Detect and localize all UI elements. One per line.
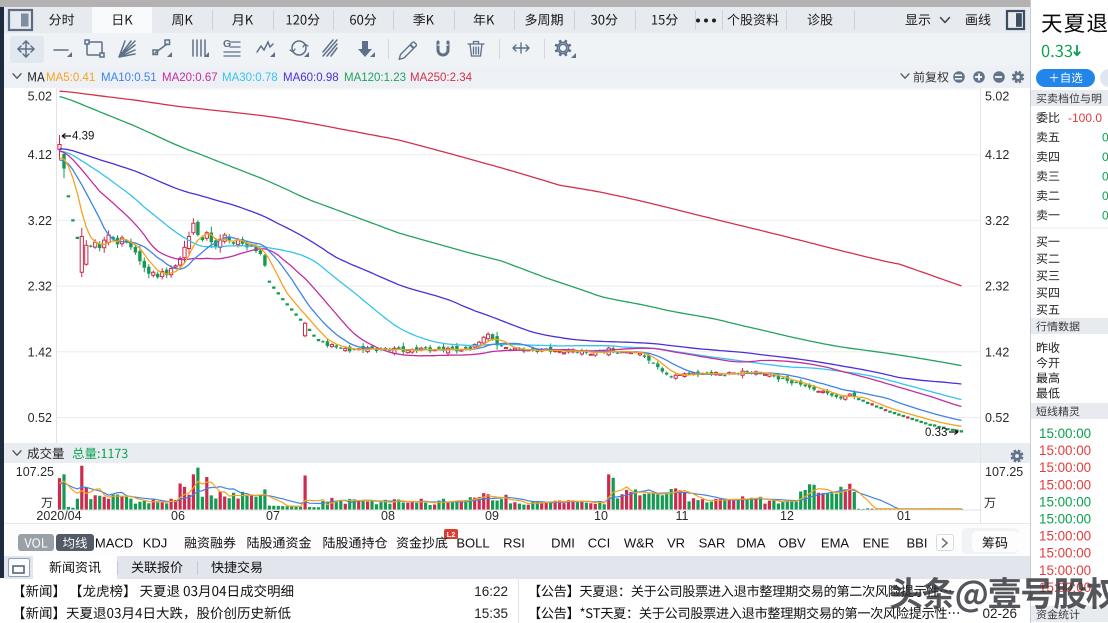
svg-text:EMA: EMA xyxy=(821,536,850,551)
svg-text:12: 12 xyxy=(780,509,794,523)
svg-text:15:00:00: 15:00:00 xyxy=(1039,426,1091,441)
svg-text:L2: L2 xyxy=(447,530,456,539)
svg-text:RSI: RSI xyxy=(503,536,525,551)
svg-text:ENE: ENE xyxy=(863,536,890,551)
svg-text:MA5:0.41: MA5:0.41 xyxy=(46,72,95,84)
svg-text:3.22: 3.22 xyxy=(985,214,1009,228)
svg-text:3.22: 3.22 xyxy=(28,214,52,228)
svg-text:VR: VR xyxy=(667,536,685,551)
svg-text:4.39: 4.39 xyxy=(72,131,94,143)
svg-text:107.25: 107.25 xyxy=(16,465,54,479)
svg-text:0.: 0. xyxy=(1102,170,1108,184)
svg-text:4.12: 4.12 xyxy=(28,148,52,162)
svg-text:1.42: 1.42 xyxy=(985,345,1009,359)
svg-text:MA250:2.34: MA250:2.34 xyxy=(410,72,473,84)
svg-text:SAR: SAR xyxy=(699,536,726,551)
svg-text:15:00:00: 15:00:00 xyxy=(1039,460,1091,475)
svg-text:15:00:00: 15:00:00 xyxy=(1039,563,1091,578)
svg-text:0.: 0. xyxy=(1102,150,1108,164)
svg-text:-100.0: -100.0 xyxy=(1068,111,1102,125)
svg-text:BBI: BBI xyxy=(907,536,928,551)
svg-text:15:35: 15:35 xyxy=(474,606,508,621)
svg-text:15:00:00: 15:00:00 xyxy=(1039,477,1091,492)
svg-text:15:00:00: 15:00:00 xyxy=(1039,529,1091,544)
svg-text:KDJ: KDJ xyxy=(143,536,168,551)
svg-text:107.25: 107.25 xyxy=(985,465,1023,479)
svg-text:CCI: CCI xyxy=(588,536,610,551)
svg-text:0.52: 0.52 xyxy=(985,411,1009,425)
svg-text:09: 09 xyxy=(485,509,499,523)
svg-text:5.02: 5.02 xyxy=(985,90,1009,104)
svg-text:11: 11 xyxy=(676,509,689,523)
svg-text:2.32: 2.32 xyxy=(985,280,1009,294)
svg-text:2020/04: 2020/04 xyxy=(36,509,81,523)
svg-text:06: 06 xyxy=(171,509,185,523)
svg-text:10: 10 xyxy=(594,509,608,523)
svg-text:DMI: DMI xyxy=(551,536,575,551)
svg-text:MA20:0.67: MA20:0.67 xyxy=(162,72,218,84)
svg-text:15:00:00: 15:00:00 xyxy=(1039,546,1091,561)
svg-text:G: G xyxy=(223,38,231,50)
svg-text:01: 01 xyxy=(897,509,911,523)
svg-text:15:00:00: 15:00:00 xyxy=(1039,494,1091,509)
svg-text:DMA: DMA xyxy=(737,536,766,551)
svg-text:W&R: W&R xyxy=(624,536,654,551)
svg-text:15:00:00: 15:00:00 xyxy=(1039,443,1091,458)
svg-text:0.: 0. xyxy=(1102,209,1108,223)
svg-text:0.52: 0.52 xyxy=(28,411,52,425)
svg-text:MA120:1.23: MA120:1.23 xyxy=(344,72,406,84)
svg-text:2.32: 2.32 xyxy=(28,280,52,294)
svg-text:4.12: 4.12 xyxy=(985,148,1009,162)
svg-text:02-26: 02-26 xyxy=(982,606,1017,621)
svg-text:08: 08 xyxy=(381,509,395,523)
svg-text:16:22: 16:22 xyxy=(474,584,508,599)
svg-text:MA10:0.51: MA10:0.51 xyxy=(101,72,157,84)
svg-text:OBV: OBV xyxy=(778,536,806,551)
svg-text:MACD: MACD xyxy=(95,536,133,551)
svg-text:MA30:0.78: MA30:0.78 xyxy=(222,72,278,84)
svg-text:15:00:00: 15:00:00 xyxy=(1039,512,1091,527)
svg-text:0.: 0. xyxy=(1102,131,1108,145)
svg-text:1.42: 1.42 xyxy=(28,345,52,359)
svg-text:MA60:0.98: MA60:0.98 xyxy=(283,72,339,84)
svg-text:0.33: 0.33 xyxy=(925,427,947,439)
svg-text:5.02: 5.02 xyxy=(28,90,52,104)
svg-text:0.: 0. xyxy=(1102,189,1108,203)
svg-text:07: 07 xyxy=(266,509,280,523)
svg-text:BOLL: BOLL xyxy=(456,536,489,551)
